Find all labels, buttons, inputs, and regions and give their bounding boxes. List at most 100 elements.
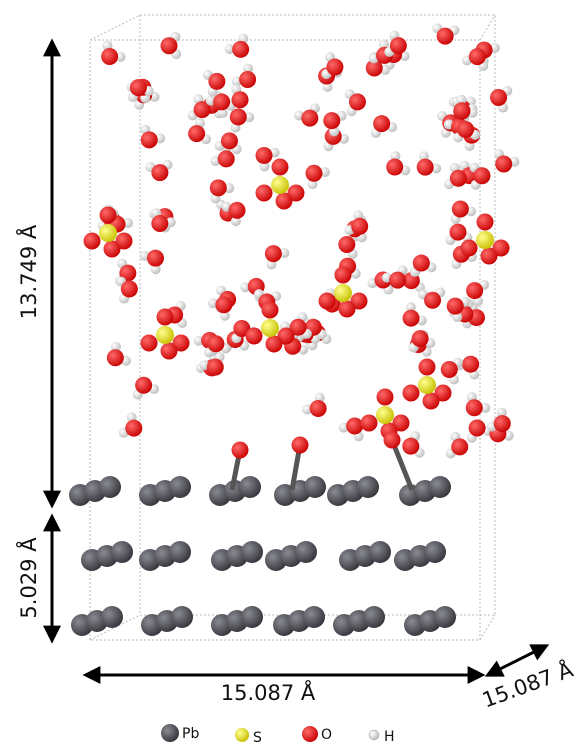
pb-atom: [171, 606, 193, 628]
pb-atom: [169, 541, 191, 563]
o-atom: [334, 266, 352, 284]
o-atom: [220, 132, 238, 150]
o-atom: [207, 335, 225, 353]
o-atom: [255, 146, 273, 164]
h-atom: [378, 39, 389, 50]
o-atom: [156, 308, 174, 326]
h-atom: [193, 335, 204, 346]
o-atom: [208, 72, 226, 90]
s-atom: [418, 376, 436, 394]
o-atom: [151, 215, 169, 233]
h-atom: [390, 151, 401, 162]
o-atom: [129, 79, 147, 97]
o-atom: [215, 296, 233, 314]
o-atom: [376, 388, 394, 406]
h-atom: [217, 107, 228, 118]
pb-atom: [241, 541, 263, 563]
o-atom: [402, 384, 420, 402]
legend-label: H: [384, 729, 395, 745]
o-atom: [490, 89, 508, 107]
o-atom: [318, 292, 336, 310]
legend-label: Pb: [182, 726, 199, 742]
o-atom: [103, 240, 121, 258]
h-atom: [405, 302, 416, 313]
o-atom: [160, 342, 178, 360]
pb-atom: [357, 476, 379, 498]
legend-label: O: [321, 727, 332, 743]
pb-atom: [239, 476, 261, 498]
s-atom: [261, 319, 279, 337]
box-edge: [479, 614, 496, 641]
o-atom: [255, 184, 273, 202]
o-atom: [383, 431, 401, 449]
legend-swatch: [368, 729, 380, 741]
width-label: 15.087 Å: [221, 679, 316, 705]
o-atom: [460, 239, 478, 257]
s-atom: [99, 224, 117, 242]
s-atom: [156, 326, 174, 344]
o-atom: [476, 213, 494, 231]
atoms: [69, 23, 520, 636]
o-atom: [453, 102, 471, 120]
h-atom: [165, 217, 176, 228]
o-atom: [106, 349, 124, 367]
o-atom: [213, 93, 231, 111]
o-atom: [373, 115, 391, 133]
pb-atom: [434, 606, 456, 628]
pb-atom: [303, 606, 325, 628]
box-edge: [89, 14, 141, 41]
o-atom: [468, 419, 486, 437]
o-atom: [125, 419, 143, 437]
h-atom: [219, 310, 230, 321]
o-atom: [462, 355, 480, 373]
o-atom: [360, 414, 378, 432]
o-atom: [451, 200, 469, 218]
o-atom: [451, 438, 469, 456]
h-atom: [110, 341, 121, 352]
o-atom: [440, 361, 458, 379]
depth-arrow: [484, 644, 550, 677]
o-atom: [245, 327, 263, 345]
o-atom: [289, 318, 307, 336]
h-atom: [224, 44, 235, 55]
h-atom: [302, 404, 313, 415]
box-front: [89, 39, 481, 641]
o-atom: [416, 158, 434, 176]
o-atom: [146, 249, 164, 267]
o-atom: [402, 437, 420, 455]
o-atom: [193, 101, 211, 119]
o-atom: [418, 358, 436, 376]
o-atom: [436, 27, 454, 45]
o-atom: [389, 271, 407, 289]
o-atom: [233, 320, 251, 338]
o-atom: [424, 291, 442, 309]
bond: [389, 439, 415, 491]
o-atom: [365, 59, 383, 77]
pb-atom: [99, 476, 121, 498]
s-atom: [476, 231, 494, 249]
o-atom: [160, 37, 178, 55]
o-atom: [351, 217, 369, 235]
height-label: 13.749 Å: [15, 224, 41, 319]
o-atom: [434, 384, 452, 402]
h-atom: [150, 264, 161, 275]
o-atom: [209, 179, 227, 197]
legend-swatch: [161, 724, 179, 742]
h-atom: [480, 402, 491, 413]
o-atom: [188, 125, 206, 143]
legend: Pb S O H: [161, 724, 395, 746]
o-atom: [422, 392, 440, 410]
o-atom: [135, 376, 153, 394]
o-atom: [172, 334, 190, 352]
h-atom: [244, 112, 255, 123]
pb-atom: [241, 606, 263, 628]
h-atom: [240, 282, 251, 293]
legend-swatch: [235, 728, 249, 742]
pb-atom: [304, 476, 326, 498]
height-label: 5.029 Å: [15, 537, 41, 619]
h-atom: [319, 167, 330, 178]
pb-atom: [101, 606, 123, 628]
o-atom: [277, 327, 295, 345]
o-atom: [151, 164, 169, 182]
h-atom: [418, 151, 429, 162]
